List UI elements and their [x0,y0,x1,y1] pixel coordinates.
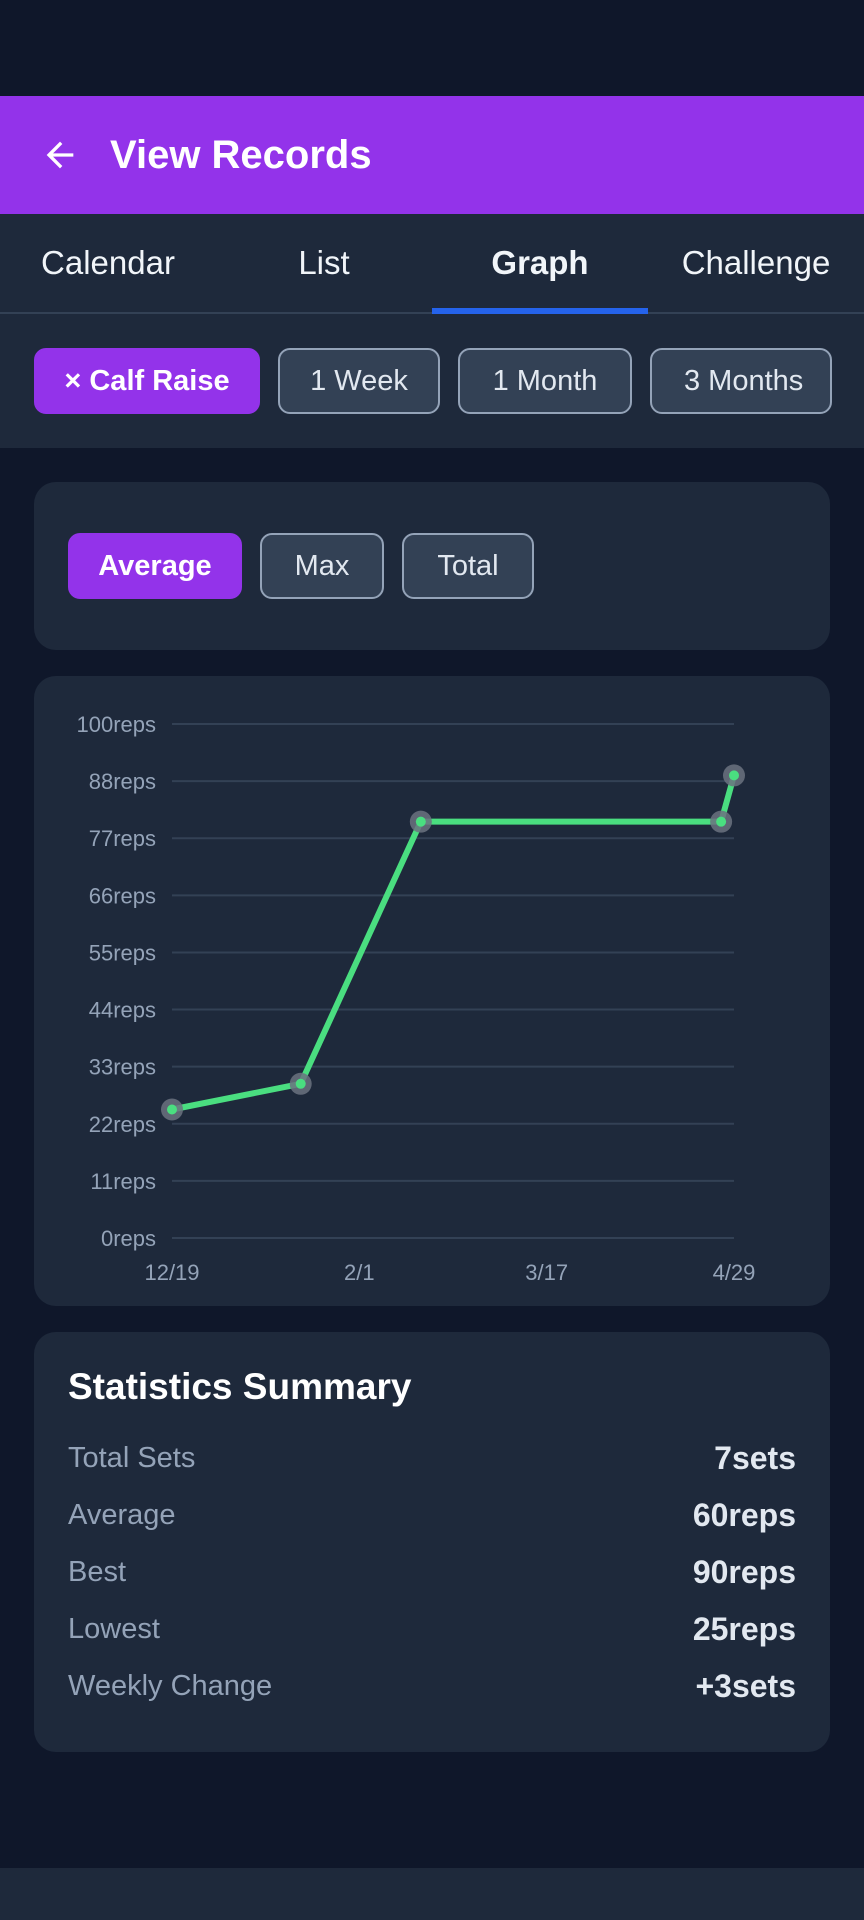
stat-value: +3sets [695,1668,796,1704]
stat-value: 7sets [714,1440,796,1476]
stat-value: 90reps [692,1554,796,1590]
y-tick-label: 33reps [89,1055,156,1080]
y-tick-label: 55reps [89,940,156,965]
stat-value: 25reps [692,1611,796,1647]
statistics-title: Statistics Summary [68,1366,412,1407]
data-point-core [295,1078,306,1089]
line-chart: 100reps 88reps 77reps 66reps 55reps 44reps 33r… [76,712,756,1285]
stat-value: 60reps [692,1497,796,1533]
line-chart-card: 100reps 88reps 77reps 66reps 55reps 44reps 33r… [34,676,830,1306]
y-tick-label: 11reps [90,1169,156,1194]
stat-label: Average [68,1499,176,1531]
series-line [169,772,737,1113]
back-button[interactable] [38,133,82,177]
range-chip-3-months[interactable]: 3 Months [650,348,832,414]
y-tick-label: 0reps [101,1226,156,1251]
tab-graph[interactable]: Graph [432,214,648,314]
stat-row-lowest: Lowest 25reps [68,1601,796,1658]
range-chip-1-month[interactable]: 1 Month [458,348,632,414]
metric-toggle-card: Average Max Total [34,482,830,650]
data-point-core [415,816,426,827]
x-tick-label: 3/17 [525,1260,568,1285]
x-tick-label: 2/1 [344,1260,375,1285]
stat-row-best: Best 90reps [68,1544,796,1601]
y-tick-label: 88reps [89,769,156,794]
y-tick-label: 77reps [89,826,156,851]
arrow-left-icon [46,141,74,169]
page-title: View Records [110,132,372,177]
tab-bar: Calendar List Graph Challenge [0,214,864,314]
statistics-summary-card: Statistics Summary Total Sets 7sets Aver… [34,1332,830,1752]
x-tick-label: 4/29 [713,1260,756,1285]
metric-max-button[interactable]: Max [260,533,384,599]
tab-list[interactable]: List [298,244,350,281]
stat-label: Best [68,1556,127,1588]
tab-calendar[interactable]: Calendar [41,244,175,281]
tab-challenge[interactable]: Challenge [681,244,831,281]
metric-average-button[interactable]: Average [68,533,242,599]
filter-bar: × Calf Raise 1 Week 1 Month 3 Months [0,314,864,448]
stat-label: Weekly Change [68,1670,273,1702]
data-point-core [716,816,727,827]
y-tick-label: 100reps [76,712,156,737]
data-point-core [167,1104,177,1115]
stat-label: Lowest [68,1613,160,1645]
stat-row-total-sets: Total Sets 7sets [68,1430,796,1487]
exercise-filter-chip[interactable]: × Calf Raise [34,348,260,414]
y-tick-label: 44reps [89,998,156,1023]
stat-row-average: Average 60reps [68,1487,796,1544]
range-chip-1-week[interactable]: 1 Week [278,348,440,414]
stat-row-weekly-change: Weekly Change +3sets [68,1658,796,1715]
status-bar-area [0,0,864,96]
y-tick-label: 66reps [89,883,156,908]
data-point-core [729,770,739,781]
app-bar: View Records [0,96,864,214]
stat-label: Total Sets [68,1442,196,1474]
x-tick-label: 12/19 [144,1260,199,1285]
y-tick-label: 22reps [89,1112,156,1137]
metric-total-button[interactable]: Total [402,533,534,599]
system-navigation-bar [0,1868,864,1920]
